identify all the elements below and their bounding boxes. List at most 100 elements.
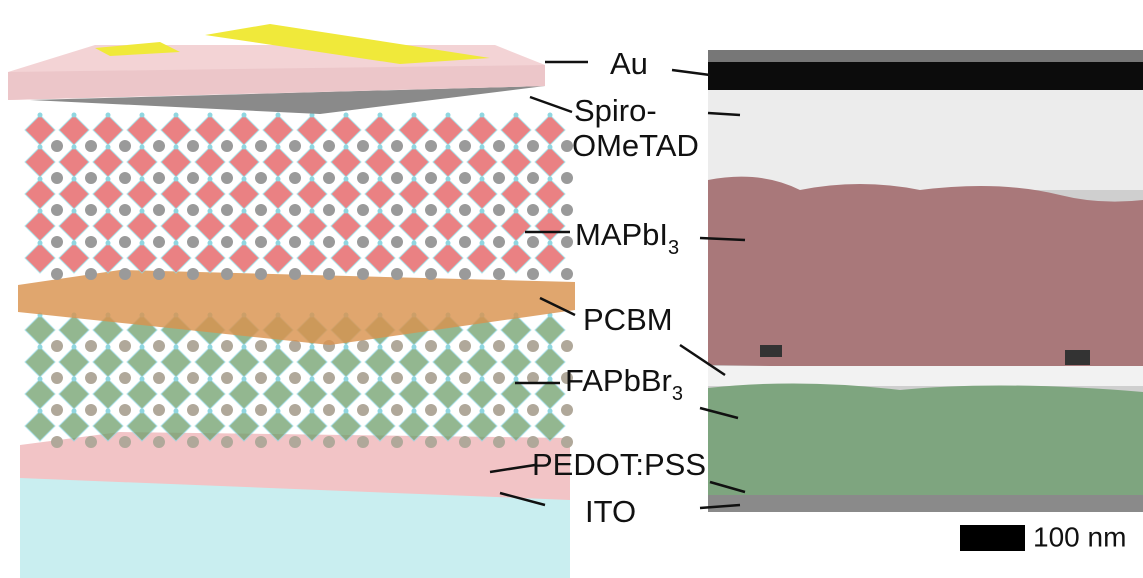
- label: PCBM: [583, 302, 673, 337]
- atom: [357, 236, 369, 248]
- octahedron: [330, 410, 362, 442]
- octahedron: [364, 210, 396, 242]
- octahedron: [330, 210, 362, 242]
- halide: [275, 344, 281, 350]
- octahedron: [262, 146, 294, 178]
- octahedron: [126, 178, 158, 210]
- label: ITO: [585, 494, 636, 529]
- octahedron: [466, 114, 498, 146]
- atom: [527, 372, 539, 384]
- octahedron: [228, 378, 260, 410]
- atom: [391, 268, 403, 280]
- atom: [119, 140, 131, 152]
- halide: [173, 144, 179, 150]
- halide: [377, 208, 383, 214]
- halide: [309, 344, 315, 350]
- halide: [479, 208, 485, 214]
- octahedron: [92, 114, 124, 146]
- halide: [445, 240, 451, 246]
- label-text: FAPbBr: [565, 363, 672, 398]
- halide: [309, 176, 315, 182]
- halide: [479, 176, 485, 182]
- halide: [411, 240, 417, 246]
- atom: [187, 236, 199, 248]
- octahedron: [160, 178, 192, 210]
- octahedron: [24, 314, 56, 346]
- atom: [561, 340, 573, 352]
- halide: [513, 144, 519, 150]
- mapbi3-lattice: [24, 112, 573, 280]
- halide: [173, 408, 179, 414]
- halide: [377, 176, 383, 182]
- halide: [71, 240, 77, 246]
- octahedron: [534, 410, 566, 442]
- octahedron: [500, 178, 532, 210]
- device-schematic: [8, 24, 575, 578]
- halide: [377, 344, 383, 350]
- atom: [425, 372, 437, 384]
- atom: [153, 172, 165, 184]
- atom: [323, 404, 335, 416]
- atom: [51, 204, 63, 216]
- octahedron: [262, 410, 294, 442]
- halide: [37, 176, 43, 182]
- halide: [445, 112, 451, 118]
- halide: [105, 376, 111, 382]
- halide: [411, 208, 417, 214]
- atom: [255, 404, 267, 416]
- octahedron: [92, 178, 124, 210]
- octahedron: [398, 114, 430, 146]
- octahedron: [466, 146, 498, 178]
- atom: [153, 268, 165, 280]
- atom: [561, 268, 573, 280]
- label-subscript: 3: [668, 237, 679, 259]
- label: Spiro-: [574, 93, 657, 128]
- octahedron: [126, 210, 158, 242]
- atom: [187, 404, 199, 416]
- halide: [411, 144, 417, 150]
- octahedron: [24, 210, 56, 242]
- atom: [51, 236, 63, 248]
- atom: [527, 236, 539, 248]
- halide: [343, 408, 349, 414]
- halide: [445, 208, 451, 214]
- atom: [85, 140, 97, 152]
- octahedron: [92, 146, 124, 178]
- label: MAPbI3: [575, 217, 679, 259]
- halide: [105, 408, 111, 414]
- halide: [275, 144, 281, 150]
- atom: [459, 204, 471, 216]
- atom: [425, 236, 437, 248]
- halide: [241, 408, 247, 414]
- atom: [187, 372, 199, 384]
- halide: [343, 344, 349, 350]
- octahedron: [534, 242, 566, 274]
- slab-underside: [30, 86, 545, 114]
- atom: [391, 172, 403, 184]
- octahedron: [398, 178, 430, 210]
- atom: [119, 340, 131, 352]
- octahedron: [398, 146, 430, 178]
- halide: [105, 208, 111, 214]
- octahedron: [228, 114, 260, 146]
- atom: [289, 268, 301, 280]
- octahedron: [126, 378, 158, 410]
- octahedron: [296, 410, 328, 442]
- atom: [459, 268, 471, 280]
- octahedron: [24, 346, 56, 378]
- atom: [459, 236, 471, 248]
- octahedron: [466, 410, 498, 442]
- atom: [51, 372, 63, 384]
- octahedron: [398, 242, 430, 274]
- atom: [255, 268, 267, 280]
- atom: [391, 236, 403, 248]
- tem-image: [708, 50, 1143, 512]
- octahedron: [58, 114, 90, 146]
- atom: [153, 204, 165, 216]
- octahedron: [160, 242, 192, 274]
- octahedron: [432, 378, 464, 410]
- octahedron: [296, 146, 328, 178]
- atom: [459, 404, 471, 416]
- atom: [85, 268, 97, 280]
- halide: [207, 408, 213, 414]
